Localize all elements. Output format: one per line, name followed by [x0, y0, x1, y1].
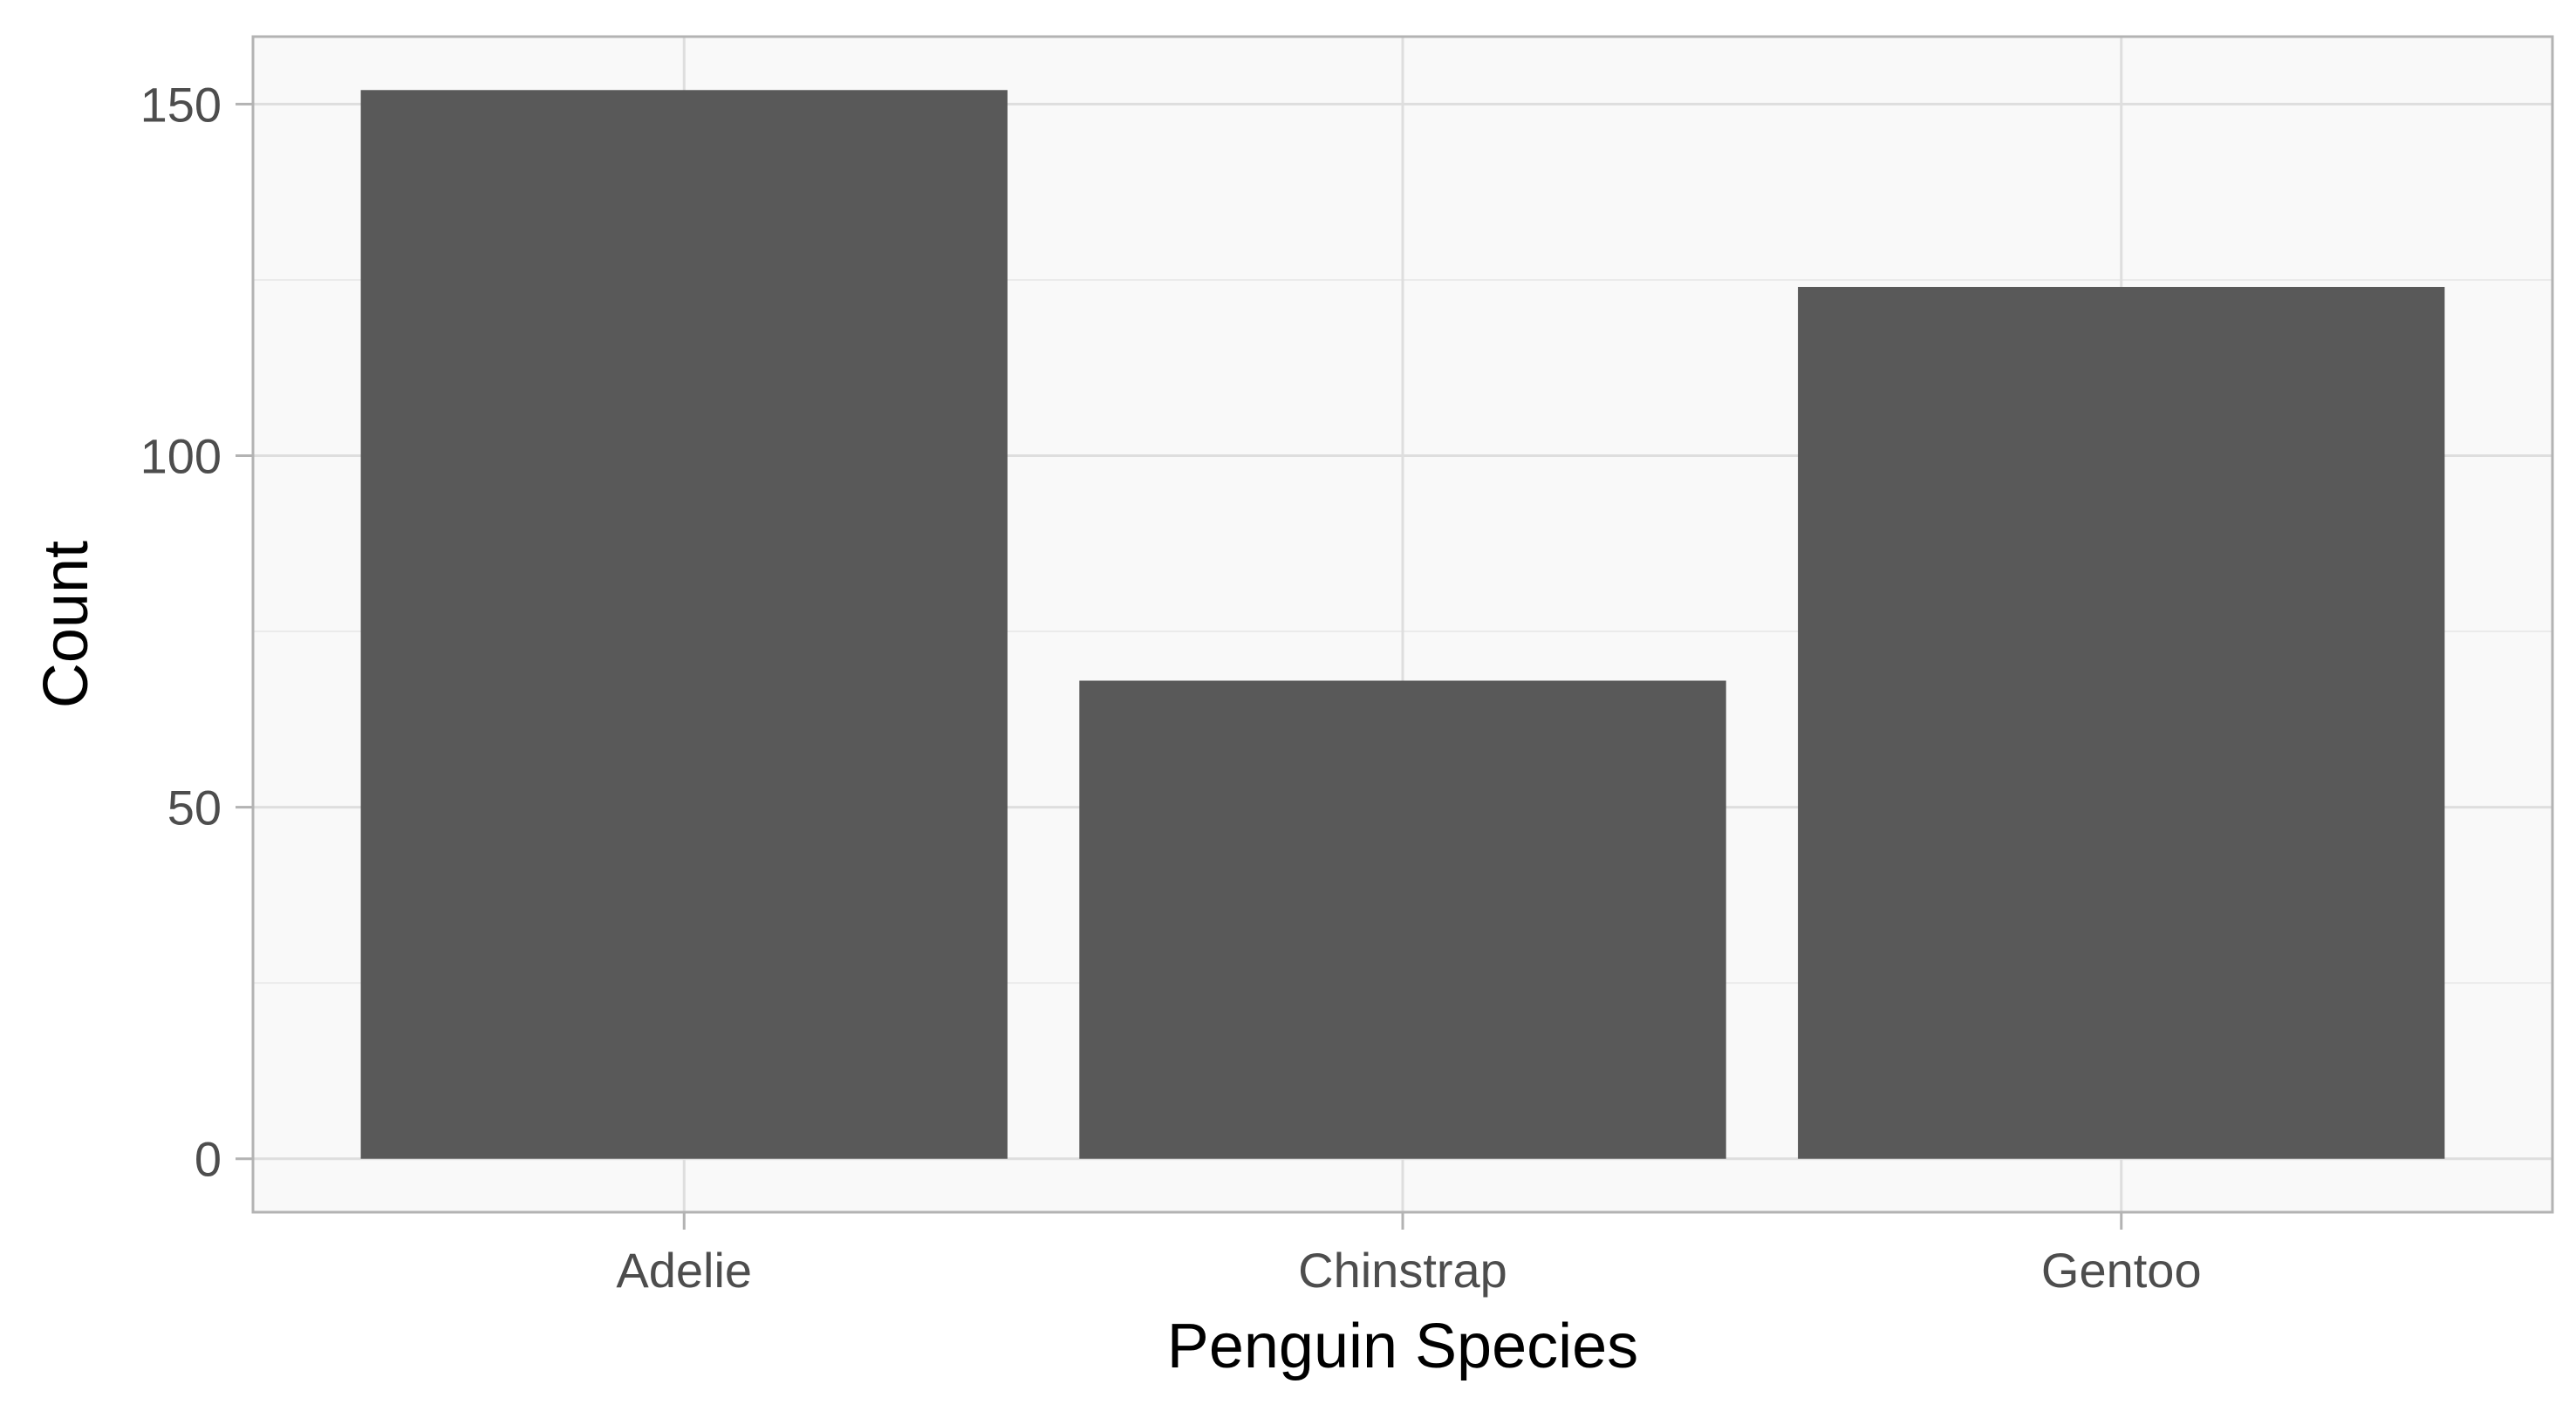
bar-gentoo: [1798, 287, 2445, 1159]
y-axis-title: Count: [31, 541, 101, 708]
x-tick-label-chinstrap: Chinstrap: [1298, 1243, 1507, 1298]
y-tick-label: 50: [167, 781, 222, 835]
bar-chinstrap: [1079, 680, 1726, 1159]
y-tick-label: 0: [195, 1132, 222, 1187]
y-tick-label: 100: [140, 429, 222, 484]
bar-adelie: [360, 90, 1008, 1159]
y-tick-label: 150: [140, 77, 222, 132]
x-axis-title: Penguin Species: [1167, 1312, 1638, 1381]
y-axis: 0 50 100 150: [140, 77, 253, 1187]
x-axis: Adelie Chinstrap Gentoo: [616, 1212, 2202, 1298]
bars: [360, 90, 2445, 1159]
x-tick-label-adelie: Adelie: [616, 1243, 752, 1298]
x-tick-label-gentoo: Gentoo: [2041, 1243, 2202, 1298]
